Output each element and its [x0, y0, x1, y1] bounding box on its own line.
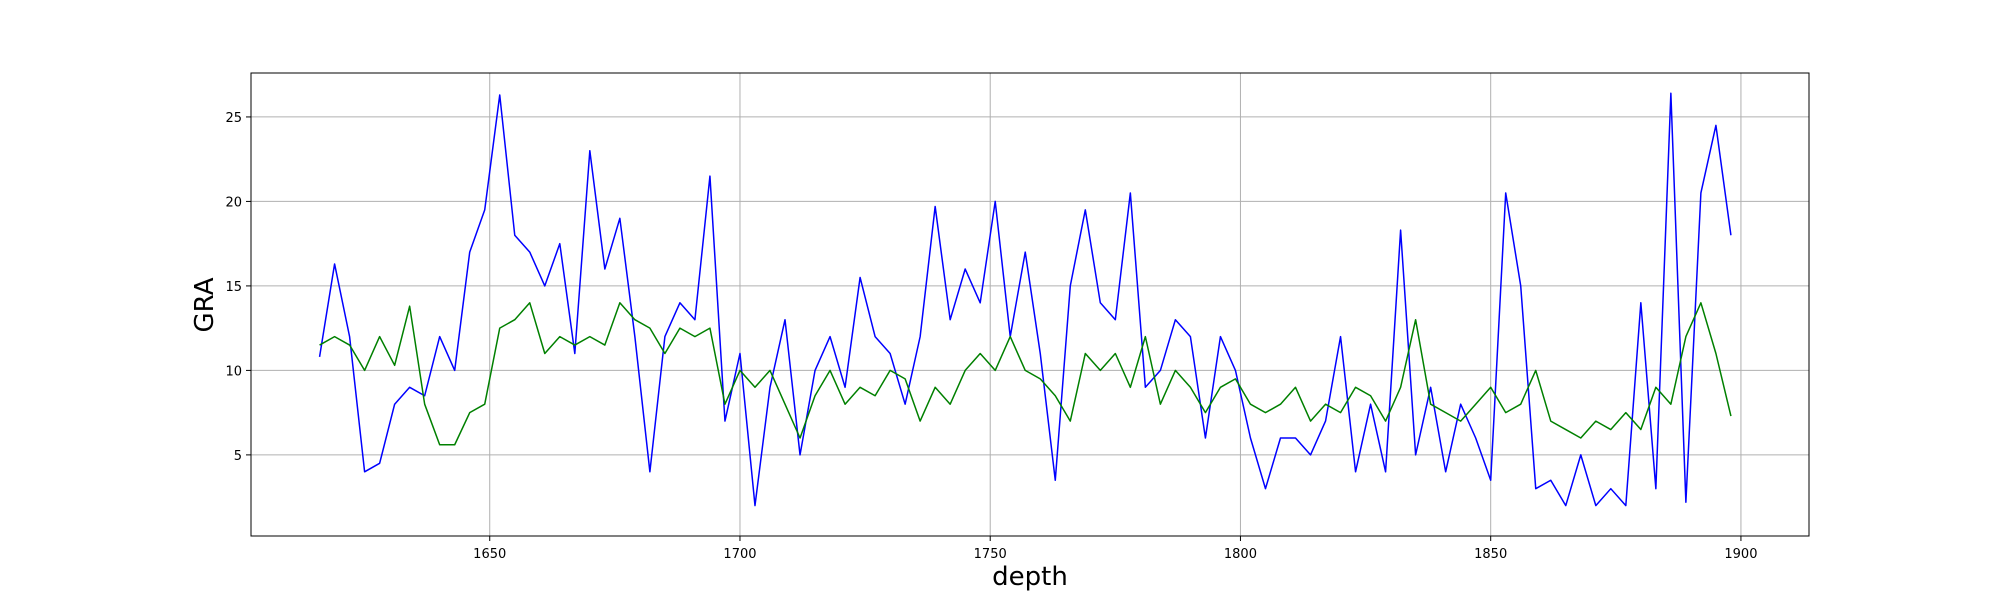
x-axis-label: depth [992, 562, 1068, 592]
y-tick-label: 10 [225, 364, 242, 379]
y-axis-label: GRA [190, 277, 220, 332]
x-tick-label: 1700 [723, 547, 756, 562]
y-tick-label: 25 [225, 111, 242, 126]
y-tick-label: 5 [234, 449, 242, 464]
y-tick-label: 15 [225, 280, 242, 295]
x-tick-label: 1850 [1474, 547, 1507, 562]
data-line [319, 302, 1732, 446]
x-tick-label: 1750 [974, 547, 1007, 562]
x-tick-label: 1800 [1224, 547, 1257, 562]
y-tick-label: 20 [225, 195, 242, 210]
data-line [318, 92, 1732, 507]
x-tick-label: 1900 [1724, 547, 1757, 562]
plot-frame [250, 72, 1810, 537]
x-tick-label: 1650 [473, 547, 506, 562]
